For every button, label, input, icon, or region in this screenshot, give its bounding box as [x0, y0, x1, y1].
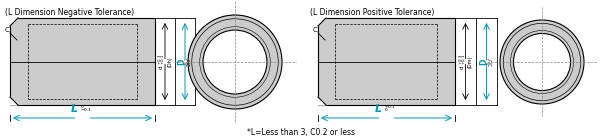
- Text: D: D: [178, 58, 187, 65]
- Polygon shape: [318, 97, 326, 105]
- Ellipse shape: [514, 33, 571, 91]
- Text: (L Dimension Positive Tolerance): (L Dimension Positive Tolerance): [310, 8, 435, 17]
- Text: d $^{+0.3}_{+0.1}$: d $^{+0.3}_{+0.1}$: [457, 53, 468, 70]
- Text: L: L: [374, 104, 382, 114]
- Ellipse shape: [188, 15, 282, 109]
- Text: L: L: [70, 104, 78, 114]
- Polygon shape: [10, 18, 18, 26]
- Polygon shape: [318, 18, 326, 26]
- Text: D: D: [479, 58, 488, 65]
- Text: $^{+0.1}_{0}$: $^{+0.1}_{0}$: [385, 103, 397, 114]
- Polygon shape: [10, 97, 18, 105]
- Ellipse shape: [503, 23, 581, 101]
- Text: $^{-0.1}_{-0.2}$: $^{-0.1}_{-0.2}$: [485, 56, 496, 67]
- Bar: [318, 18, 455, 105]
- Ellipse shape: [203, 30, 267, 94]
- Ellipse shape: [192, 19, 278, 105]
- Text: $^{-0.1}_{-0.2}$: $^{-0.1}_{-0.2}$: [184, 56, 194, 67]
- Text: (Dh): (Dh): [167, 56, 173, 67]
- Text: (Dm): (Dm): [468, 55, 473, 68]
- Text: d $^{+0.3}_{+0.1}$: d $^{+0.3}_{+0.1}$: [157, 53, 167, 70]
- Text: C: C: [5, 27, 10, 33]
- Text: $^{0}_{-0.1}$: $^{0}_{-0.1}$: [81, 103, 93, 114]
- Text: *L=Less than 3, C0.2 or less: *L=Less than 3, C0.2 or less: [247, 127, 355, 136]
- Text: (L Dimension Negative Tolerance): (L Dimension Negative Tolerance): [5, 8, 134, 17]
- Bar: [10, 18, 155, 105]
- Text: C: C: [313, 27, 318, 33]
- Ellipse shape: [500, 20, 584, 104]
